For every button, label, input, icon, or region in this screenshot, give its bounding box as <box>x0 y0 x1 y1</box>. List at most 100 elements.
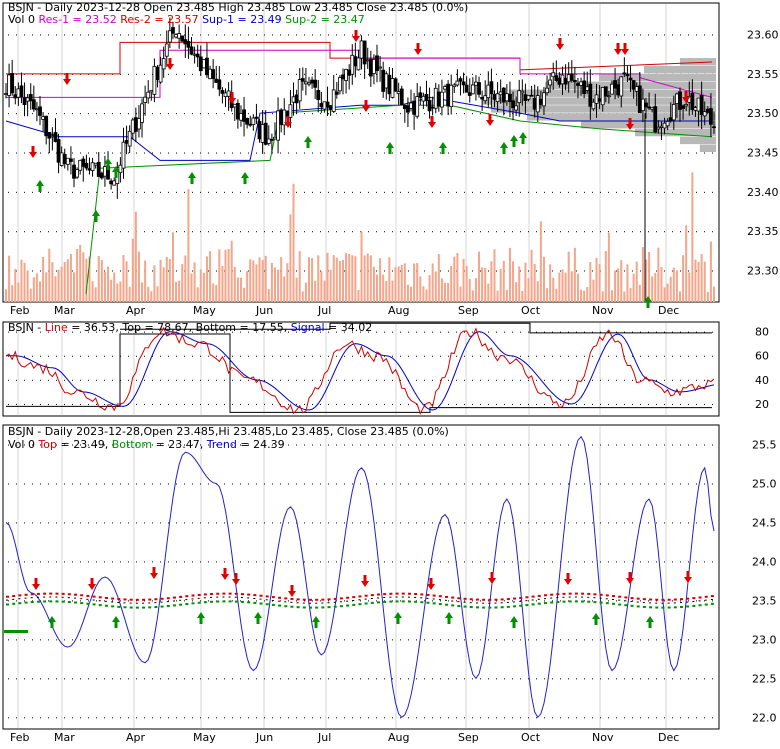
candle-body <box>4 93 8 95</box>
gridline-dot <box>248 73 249 75</box>
gridline-dot <box>272 34 273 36</box>
gridline-dot <box>248 113 249 115</box>
gridline-dot <box>328 678 329 680</box>
price-dot <box>284 601 287 603</box>
gridline-dot <box>544 444 545 446</box>
gridline-dot <box>576 678 577 680</box>
top-band-dash <box>271 596 275 599</box>
volume-bar <box>39 281 42 302</box>
gridline-dot <box>72 600 73 602</box>
candle-body <box>483 95 488 102</box>
gridline-dot <box>336 152 337 154</box>
gridline-dot <box>40 270 41 272</box>
gridline-dot <box>480 152 481 154</box>
gridline-dot <box>8 717 9 719</box>
candle-body <box>251 117 256 125</box>
gridline-dot <box>112 561 113 563</box>
gridline-dot <box>584 678 585 680</box>
gridline-dot <box>664 561 665 563</box>
gridline-dot <box>392 379 393 381</box>
gridline-dot <box>512 600 513 602</box>
bottom-band-dash <box>692 604 696 607</box>
gridline-dot <box>272 403 273 405</box>
top-band-dash <box>649 598 653 601</box>
gridline-dot <box>368 600 369 602</box>
x-tick-label: Nov <box>592 731 614 744</box>
gridline-dot <box>88 444 89 446</box>
bottom-band-dash <box>253 601 257 604</box>
candle-body <box>412 100 417 115</box>
gridline-dot <box>672 403 673 405</box>
gridline-dot <box>592 444 593 446</box>
top-band-dash <box>445 595 449 598</box>
gridline-dot <box>32 678 33 680</box>
gridline-dot <box>272 561 273 563</box>
bottom-band-dash <box>346 604 350 607</box>
gridline-dot <box>104 379 105 381</box>
gridline-dot <box>448 639 449 641</box>
gridline-dot <box>696 191 697 193</box>
top-band-dash <box>55 592 59 595</box>
price-dot <box>494 602 497 604</box>
gridline-dot <box>176 355 177 357</box>
gridline-dot <box>568 331 569 333</box>
gridline-dot <box>192 600 193 602</box>
volume-bar <box>165 257 168 302</box>
candle-body <box>393 78 398 92</box>
gridline-dot <box>384 34 385 36</box>
gridline-dot <box>224 152 225 154</box>
gridline-dot <box>240 483 241 485</box>
gridline-dot <box>16 191 17 193</box>
volume-bar <box>258 257 261 302</box>
price-dot <box>36 596 39 598</box>
top-band-dash <box>12 595 16 598</box>
price-dot <box>191 598 194 600</box>
gridline-dot <box>392 717 393 719</box>
bottom-band-dash <box>593 601 597 604</box>
gridline-dot <box>184 34 185 36</box>
bottom-band-dash <box>265 603 269 606</box>
gridline-dot <box>376 600 377 602</box>
gridline-dot <box>72 522 73 524</box>
gridline-dot <box>264 717 265 719</box>
candle-body <box>492 93 497 100</box>
gridline-dot <box>392 191 393 193</box>
gridline-dot <box>96 600 97 602</box>
gridline-dot <box>432 355 433 357</box>
volume-bar <box>549 264 552 302</box>
candle-body <box>81 158 86 167</box>
gridline-dot <box>616 191 617 193</box>
buy-arrow-icon <box>112 166 120 178</box>
gridline-dot <box>656 639 657 641</box>
gridline-dot <box>184 231 185 233</box>
gridline-dot <box>432 444 433 446</box>
bottom-band-dash <box>6 603 9 606</box>
bottom-band-dash <box>222 600 226 603</box>
volume-bar <box>57 269 60 302</box>
buy-arrow-icon <box>188 172 196 184</box>
gridline-dot <box>592 231 593 233</box>
candle-body <box>334 91 339 95</box>
gridline-dot <box>120 331 121 333</box>
volume-bar <box>394 267 397 302</box>
price-dot <box>537 598 540 600</box>
gridline-dot <box>624 270 625 272</box>
gridline-dot <box>288 639 289 641</box>
gridline-dot <box>224 113 225 115</box>
top-band-dash <box>210 593 214 596</box>
candle-body <box>10 73 15 94</box>
gridline-dot <box>576 561 577 563</box>
gridline-dot <box>296 231 297 233</box>
bottom-band-dash <box>581 600 585 603</box>
y-tick-label: 40 <box>755 374 769 387</box>
gridline-dot <box>384 379 385 381</box>
gridline-dot <box>472 600 473 602</box>
gridline-dot <box>240 522 241 524</box>
gridline-dot <box>632 403 633 405</box>
volume-bar <box>428 275 431 302</box>
bottom-band-dash <box>240 600 244 603</box>
x-tick-label: Mar <box>54 304 75 317</box>
gridline-dot <box>536 678 537 680</box>
gridline-dot <box>56 231 57 233</box>
gridline-dot <box>520 355 521 357</box>
